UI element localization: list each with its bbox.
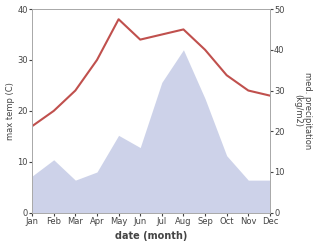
X-axis label: date (month): date (month): [115, 231, 187, 242]
Y-axis label: med. precipitation
(kg/m2): med. precipitation (kg/m2): [293, 72, 313, 149]
Y-axis label: max temp (C): max temp (C): [5, 82, 15, 140]
